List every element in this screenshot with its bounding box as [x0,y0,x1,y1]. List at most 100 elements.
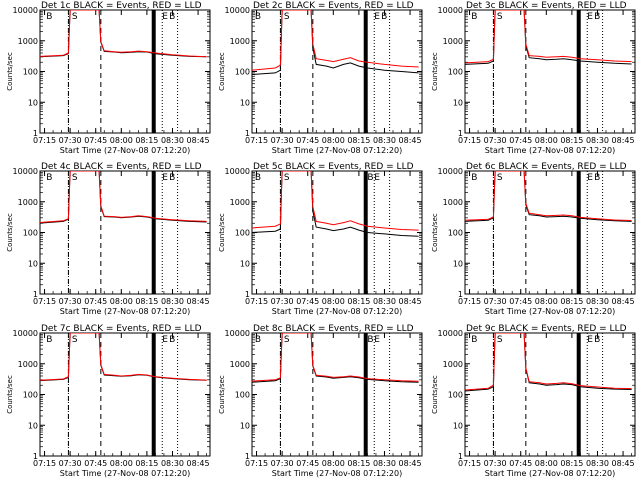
x-axis-label: Start Time (27-Nov-08 07:12:20) [485,469,615,478]
marker-lines [279,333,391,456]
x-tick-label: 08:30 [373,297,396,306]
marker-b-end: B [169,12,175,22]
x-tick-label: 07:45 [84,297,107,306]
x-tick-label: 08:30 [161,136,184,145]
y-tick-label: 1000 [443,360,463,369]
y-axis-label: Counts/sec [218,375,226,414]
x-axis-label: Start Time (27-Nov-08 07:12:20) [272,469,402,478]
marker-b-end: B [367,335,373,345]
x-tick-label: 07:30 [271,136,294,145]
marker-lines [67,171,179,294]
x-tick-label: 08:15 [560,459,583,468]
panel-1: Det 1c BLACK = Events, RED = LLD 1 10 100 10… [6,1,211,155]
x-tick-label: 08:45 [612,297,635,306]
x-tick-label: 07:45 [509,459,532,468]
x-tick-label: 07:45 [509,136,532,145]
x-tick-label: 07:45 [296,297,319,306]
y-tick-label: 1000 [443,198,463,207]
marker-s: S [72,12,78,22]
x-tick-label: 08:30 [161,459,184,468]
x-tick-label: 08:00 [535,297,558,306]
x-tick-label: 07:45 [84,136,107,145]
y-tick-label: 1000 [18,360,38,369]
y-tick-label: 10 [453,98,463,107]
series-lld-line [252,333,419,382]
x-tick-label: 07:15 [458,297,481,306]
series-group [465,10,632,65]
series-group [252,171,419,237]
marker-e: E [374,173,380,183]
plot-frame [39,170,211,295]
y-axis-label: Counts/sec [431,52,439,91]
x-axis-label: Start Time (27-Nov-08 07:12:20) [60,307,190,316]
panel-title: Det 5c BLACK = Events, RED = LLD [253,162,414,172]
panel-title: Det 6c BLACK = Events, RED = LLD [466,162,627,172]
marker-lines [492,171,604,294]
marker-b-start: B [255,12,261,22]
y-axis-label: Counts/sec [431,375,439,414]
y-tick-label: 100 [448,68,463,77]
x-axis-label: Start Time (27-Nov-08 07:12:20) [272,146,402,155]
panel-4: Det 4c BLACK = Events, RED = LLD 1 10 100 10… [6,162,211,316]
y-tick-label: 100 [23,229,38,238]
series-lld-line [252,10,419,71]
y-tick-label: 10 [240,421,250,430]
marker-s: S [497,335,503,345]
series-lld-line [465,333,632,391]
panel-title: Det 8c BLACK = Events, RED = LLD [253,324,414,334]
panel-title: Det 4c BLACK = Events, RED = LLD [41,162,202,172]
y-tick-label: 100 [448,391,463,400]
marker-b-start: B [471,12,477,22]
y-tick-label: 10000 [225,167,250,176]
y-tick-label: 10000 [225,6,250,15]
x-tick-label: 07:15 [245,297,268,306]
series-events-line [252,171,419,237]
x-tick-label: 08:30 [373,136,396,145]
panel-title: Det 9c BLACK = Events, RED = LLD [466,324,627,334]
marker-lines [279,10,391,133]
panel-2: Det 2c BLACK = Events, RED = LLD 1 10 100 10… [218,1,423,155]
series-group [465,171,632,222]
x-tick-label: 08:00 [110,459,133,468]
y-tick-label: 10000 [225,329,250,338]
x-tick-label: 08:45 [399,136,422,145]
x-tick-label: 08:15 [347,136,370,145]
plot-frame [464,170,636,295]
series-events-line [465,10,632,65]
series-lld-line [40,10,207,58]
y-tick-label: 1 [245,129,250,138]
series-events-line [465,333,632,392]
marker-lines [67,333,179,456]
marker-lines [67,10,179,133]
x-tick-label: 08:45 [187,297,210,306]
y-tick-label: 1000 [230,198,250,207]
marker-s: S [72,173,78,183]
panel-8: Det 8c BLACK = Events, RED = LLD 1 10 100 10… [218,324,423,478]
panel-9: Det 9c BLACK = Events, RED = LLD 1 10 100 10… [431,324,636,478]
marker-b-end: B [169,335,175,345]
y-tick-label: 10 [240,259,250,268]
x-tick-label: 08:15 [347,459,370,468]
marker-e: E [587,173,593,183]
y-tick-label: 1000 [230,37,250,46]
x-tick-label: 08:15 [135,459,158,468]
series-group [40,10,207,58]
x-tick-label: 08:30 [586,136,609,145]
marker-e: E [162,335,168,345]
x-tick-label: 08:15 [560,297,583,306]
marker-s: S [284,173,290,183]
x-tick-label: 08:45 [612,136,635,145]
marker-s: S [72,335,78,345]
marker-b-end: B [169,173,175,183]
marker-s: S [497,12,503,22]
y-tick-label: 10 [28,98,38,107]
marker-b-start: B [255,173,261,183]
panel-5: Det 5c BLACK = Events, RED = LLD 1 10 100 10… [218,162,423,316]
x-axis-label: Start Time (27-Nov-08 07:12:20) [485,146,615,155]
x-tick-label: 08:00 [110,297,133,306]
x-tick-label: 08:45 [187,459,210,468]
marker-b-end: B [594,335,600,345]
y-tick-label: 10 [453,259,463,268]
y-tick-label: 100 [23,68,38,77]
